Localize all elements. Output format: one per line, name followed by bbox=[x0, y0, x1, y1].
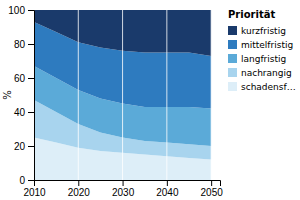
legend-swatch bbox=[228, 54, 237, 63]
legend-swatch bbox=[228, 82, 237, 91]
chart: 20102020203020402050020406080100%Priorit… bbox=[0, 0, 300, 200]
y-tick-label: 20 bbox=[14, 141, 26, 152]
legend-label: nachrangig bbox=[241, 68, 292, 78]
y-tick-label: 40 bbox=[14, 107, 26, 118]
y-tick-label: 100 bbox=[8, 5, 25, 16]
x-tick-label: 2040 bbox=[156, 187, 179, 198]
y-tick-mark bbox=[28, 44, 34, 45]
legend-label: schadensf… bbox=[241, 82, 296, 92]
y-tick-mark bbox=[28, 180, 34, 181]
x-tick-label: 2020 bbox=[68, 187, 91, 198]
x-tick-label: 2050 bbox=[201, 187, 224, 198]
x-tick: 2030 bbox=[112, 180, 135, 198]
x-tick-mark bbox=[123, 180, 124, 186]
legend-item: kurzfristig bbox=[228, 26, 286, 36]
x-tick: 2020 bbox=[68, 180, 91, 198]
y-tick-mark bbox=[28, 146, 34, 147]
x-tick: 2050 bbox=[201, 180, 224, 198]
legend-swatch bbox=[228, 40, 237, 49]
y-tick-mark bbox=[28, 10, 34, 11]
x-tick: 2040 bbox=[156, 180, 179, 198]
y-tick-label: 0 bbox=[19, 175, 25, 186]
y-tick-mark bbox=[28, 78, 34, 79]
x-tick-mark bbox=[78, 180, 79, 186]
x-tick-mark bbox=[167, 180, 168, 186]
y-axis-line bbox=[28, 11, 35, 181]
x-tick-mark bbox=[211, 180, 212, 186]
legend: Priorität kurzfristig mittelfristig langfri… bbox=[228, 9, 296, 92]
y-tick: 40 bbox=[14, 107, 34, 118]
grid-line bbox=[122, 10, 123, 180]
x-axis: 2010 2020 2030 2040 2050 bbox=[23, 180, 223, 198]
x-tick-label: 2010 bbox=[23, 187, 46, 198]
legend-label: langfristig bbox=[241, 54, 286, 64]
y-tick: 100 bbox=[8, 5, 34, 16]
y-tick: 20 bbox=[14, 141, 34, 152]
legend-swatch bbox=[228, 68, 237, 77]
y-axis-label: % bbox=[2, 90, 13, 100]
y-tick: 60 bbox=[14, 73, 34, 84]
plot-area bbox=[34, 10, 211, 180]
legend-title: Priorität bbox=[228, 9, 275, 20]
legend-swatch bbox=[228, 26, 237, 35]
x-tick-label: 2030 bbox=[112, 187, 135, 198]
y-tick-label: 60 bbox=[14, 73, 26, 84]
legend-item: nachrangig bbox=[228, 68, 292, 78]
y-tick: 0 bbox=[19, 175, 34, 186]
grid-line bbox=[78, 10, 79, 180]
legend-item: langfristig bbox=[228, 54, 286, 64]
x-tick: 2010 bbox=[23, 180, 46, 198]
legend-label: kurzfristig bbox=[241, 26, 286, 36]
x-axis-line bbox=[35, 181, 221, 187]
y-tick: 80 bbox=[14, 39, 34, 50]
grid-line bbox=[166, 10, 167, 180]
legend-label: mittelfristig bbox=[241, 40, 293, 50]
grid-line bbox=[211, 10, 212, 180]
y-tick-mark bbox=[28, 112, 34, 113]
legend-item: mittelfristig bbox=[228, 40, 293, 50]
legend-item: schadensf… bbox=[228, 82, 296, 92]
y-tick-label: 80 bbox=[14, 39, 26, 50]
